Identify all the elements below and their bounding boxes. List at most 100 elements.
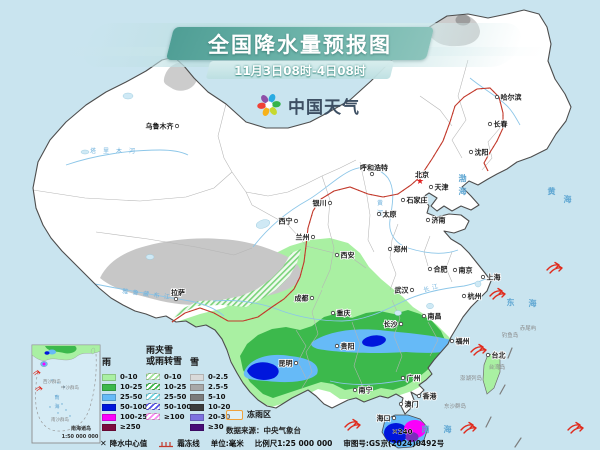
lakes: [80, 92, 482, 316]
city-福州: 福州: [449, 336, 470, 346]
legend-range: 10-25: [164, 382, 187, 391]
logo-text: 中国天气: [288, 97, 360, 118]
city-label: 太原: [383, 210, 397, 219]
sea-label: 渤: [459, 173, 468, 183]
legend-item: 25-50: [146, 392, 191, 402]
city-label: 昆明: [279, 359, 293, 368]
city-dot-icon: [428, 184, 434, 190]
city-dot-icon: [293, 218, 299, 224]
city-天津: 天津: [428, 182, 449, 192]
legend-item: 50-100: [146, 402, 191, 412]
legend-range: ≥100: [164, 412, 185, 421]
city-label: 澳门: [405, 400, 419, 409]
yarlung-river: [94, 283, 225, 317]
city-dot-icon: [376, 211, 382, 217]
legend-swatch: [102, 403, 116, 411]
city-dot-icon: [487, 121, 493, 127]
anno-label: ✕240: [392, 428, 413, 436]
inset-label: 南海诸岛: [71, 425, 91, 432]
city-dot-icon: [480, 274, 486, 280]
city-杭州: 杭州: [461, 291, 482, 301]
city-dot-icon: [398, 401, 404, 407]
legend-item: 10-25: [146, 382, 191, 392]
sea-label: 海: [564, 194, 573, 204]
legend-item: 2.5-5: [190, 382, 230, 392]
hainan-island: [381, 414, 429, 449]
approval-number: 审图号:GS京(2024)0492号: [343, 439, 445, 448]
legend-swatch: [146, 373, 160, 380]
city-西安: 西安: [334, 250, 355, 260]
legend-item: 5-10: [190, 392, 230, 402]
legend-swatch: [102, 383, 116, 391]
city-dot-icon: [391, 415, 397, 421]
inset-label: 西沙群岛: [43, 378, 61, 385]
legend-sleet-header: 雨夹雪 或雨转雪: [146, 346, 183, 368]
songhua-river: [469, 77, 521, 126]
city-dot-icon: [485, 352, 491, 358]
city-成都: 成都: [294, 293, 315, 303]
city-label: 长春: [494, 120, 509, 129]
legend-freezing-rain: 冻雨区: [226, 409, 271, 420]
city-dot-icon: [327, 200, 333, 206]
city-dot-icon: [309, 295, 315, 301]
legend-item: 10-20: [190, 402, 230, 412]
legend-item: 25-50: [102, 392, 152, 402]
city-银川: 银川: [312, 198, 333, 208]
city-香港: 香港: [416, 391, 438, 401]
city-拉萨: 拉萨: [170, 287, 186, 302]
city-dot-icon: [416, 393, 422, 399]
city-贵阳: 贵阳: [334, 341, 355, 351]
city-label: 南宁: [359, 386, 373, 395]
map-footer: ✕ 降水中心值 霜冻线 单位:毫米 比例尺1:25 000 000 审图号:GS…: [100, 438, 444, 449]
geo-label: 钓鱼岛: [502, 331, 519, 339]
city-label: 海口: [377, 414, 391, 423]
city-沈阳: 沈阳: [468, 147, 489, 157]
forecast-period: 11月3日08时-4日08时: [234, 63, 366, 78]
frost-line-key: 霜冻线: [158, 438, 200, 449]
city-郑州: 郑州: [387, 244, 408, 254]
city-label: 西安: [341, 251, 355, 260]
city-dot-icon: [461, 293, 467, 299]
frost-line-icon: [159, 441, 174, 447]
city-昆明: 昆明: [278, 358, 299, 368]
city-dot-icon: [452, 267, 458, 273]
city-dot-icon: [174, 123, 180, 129]
legend-range: 25-50: [164, 392, 187, 401]
city-label: 贵阳: [341, 342, 355, 351]
legend-item: ≥100: [146, 412, 191, 422]
city-哈尔滨: 哈尔滨: [494, 92, 522, 102]
rain-50-100-blob-guizhou: [362, 335, 386, 347]
city-dot-icon: [421, 313, 427, 319]
geo-label: 台湾岛: [489, 363, 506, 371]
city-广州: 广州: [400, 373, 421, 383]
legend-item: 50-100: [102, 402, 152, 412]
city-dot-icon: [409, 287, 415, 293]
legend-item: 100-250: [102, 412, 152, 422]
legend-item: 0-2.5: [190, 372, 230, 382]
city-dot-icon: [449, 338, 455, 344]
geo-label: 澎湖列岛: [460, 374, 483, 382]
legend-swatch: [102, 373, 116, 381]
city-重庆: 重庆: [330, 308, 351, 318]
scale-note: 比例尺1:25 000 000: [254, 439, 333, 448]
city-兰州: 兰州: [295, 232, 316, 242]
legend-column-sleet: 雨夹雪 或雨转雪 0-10 10-25 25-50 50-100 ≥100: [146, 346, 191, 422]
city-label: 成都: [295, 294, 309, 303]
city-dot-icon: [369, 171, 375, 177]
legend-range: 5-10: [208, 393, 226, 402]
data-source: 数据来源：中央气象台: [226, 426, 301, 435]
capital-star-icon: ★: [416, 177, 424, 187]
city-label: 福州: [455, 337, 470, 346]
sea-label: 东: [507, 297, 516, 307]
city-石家庄: 石家庄: [400, 195, 428, 205]
city-label: 兰州: [296, 233, 310, 242]
city-dot-icon: [425, 217, 431, 223]
city-台北: 台北: [485, 350, 506, 360]
legend-swatch: [102, 413, 116, 421]
city-合肥: 合肥: [427, 264, 448, 274]
city-dot-icon: [334, 343, 340, 349]
legend-swatch: [146, 403, 160, 410]
city-海口: 海口: [376, 413, 397, 423]
pearl-river: [329, 379, 407, 385]
